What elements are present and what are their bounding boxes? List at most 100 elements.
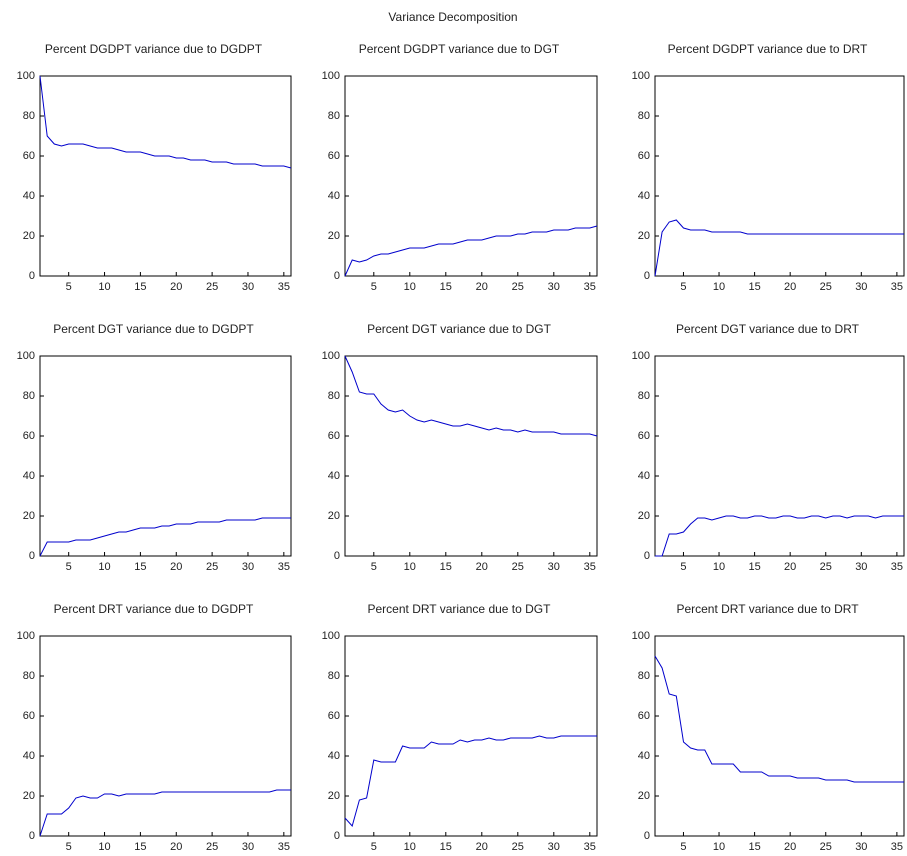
y-tick-label: 80 [23,670,35,682]
plot-frame [345,356,597,556]
figure-title: Variance Decomposition [388,10,517,24]
x-tick-label: 15 [748,561,760,573]
x-tick-label: 35 [278,561,290,573]
series-line [655,220,904,276]
y-tick-label: 0 [644,550,650,562]
x-tick-label: 10 [98,561,110,573]
x-tick-label: 10 [98,281,110,293]
x-tick-label: 10 [98,841,110,853]
x-tick-label: 25 [512,281,524,293]
x-tick-label: 30 [242,281,254,293]
x-tick-label: 35 [584,561,596,573]
y-tick-label: 0 [29,550,35,562]
y-tick-label: 100 [322,350,340,362]
y-tick-label: 60 [638,150,650,162]
x-tick-label: 10 [713,841,725,853]
y-tick-label: 100 [17,630,35,642]
y-tick-label: 100 [632,70,650,82]
x-tick-label: 30 [548,841,560,853]
y-tick-label: 60 [638,430,650,442]
x-tick-label: 10 [404,841,416,853]
chart-title: Percent DRT variance due to DRT [676,602,859,616]
y-tick-label: 100 [322,630,340,642]
y-tick-label: 100 [632,350,650,362]
x-tick-label: 35 [891,841,903,853]
y-tick-label: 40 [23,190,35,202]
y-tick-label: 0 [644,270,650,282]
y-tick-label: 40 [638,190,650,202]
x-tick-label: 15 [440,561,452,573]
y-tick-label: 80 [23,390,35,402]
y-tick-label: 20 [23,790,35,802]
x-tick-label: 5 [66,561,72,573]
y-tick-label: 20 [638,790,650,802]
y-tick-label: 60 [328,150,340,162]
y-tick-label: 20 [328,790,340,802]
x-tick-label: 5 [680,561,686,573]
y-tick-label: 40 [328,750,340,762]
y-tick-label: 20 [23,510,35,522]
x-tick-label: 15 [134,561,146,573]
x-tick-label: 35 [278,841,290,853]
x-tick-label: 5 [371,281,377,293]
x-tick-label: 5 [371,841,377,853]
plot-frame [345,76,597,276]
x-tick-label: 35 [584,841,596,853]
page: Variance Decomposition Percent DGDPT var… [0,0,907,856]
x-tick-label: 25 [206,841,218,853]
chart-grid: Variance Decomposition Percent DGDPT var… [0,0,907,856]
y-tick-label: 60 [23,710,35,722]
y-tick-label: 80 [23,110,35,122]
y-tick-label: 20 [328,510,340,522]
y-tick-label: 80 [638,110,650,122]
y-tick-label: 40 [328,470,340,482]
y-tick-label: 20 [638,510,650,522]
series-line [345,226,597,276]
x-tick-label: 25 [820,841,832,853]
x-tick-label: 25 [206,561,218,573]
x-tick-label: 10 [713,281,725,293]
x-tick-label: 5 [371,561,377,573]
y-tick-label: 60 [23,430,35,442]
chart-title: Percent DRT variance due to DGT [368,602,552,616]
y-tick-label: 40 [638,470,650,482]
x-tick-label: 25 [820,281,832,293]
y-tick-label: 60 [328,710,340,722]
x-tick-label: 15 [748,281,760,293]
y-tick-label: 0 [29,270,35,282]
series-line [40,518,291,556]
y-tick-label: 60 [328,430,340,442]
y-tick-label: 0 [29,830,35,842]
x-tick-label: 35 [584,281,596,293]
x-tick-label: 10 [404,281,416,293]
x-tick-label: 5 [66,281,72,293]
x-tick-label: 30 [548,561,560,573]
x-tick-label: 5 [680,281,686,293]
x-tick-label: 20 [170,281,182,293]
x-tick-label: 20 [784,281,796,293]
x-tick-label: 20 [476,281,488,293]
y-tick-label: 20 [638,230,650,242]
x-tick-label: 30 [242,841,254,853]
chart-title: Percent DGT variance due to DRT [676,322,860,336]
x-tick-label: 25 [206,281,218,293]
y-tick-label: 0 [334,270,340,282]
y-tick-label: 40 [23,470,35,482]
chart-title: Percent DGT variance due to DGDPT [53,322,254,336]
x-tick-label: 30 [855,281,867,293]
y-tick-label: 60 [23,150,35,162]
x-tick-label: 20 [784,561,796,573]
x-tick-label: 15 [440,281,452,293]
series-line [655,656,904,782]
x-tick-label: 30 [548,281,560,293]
x-tick-label: 25 [820,561,832,573]
series-line [345,736,597,826]
y-tick-label: 100 [17,350,35,362]
x-tick-label: 15 [748,841,760,853]
y-tick-label: 40 [638,750,650,762]
x-tick-label: 30 [855,841,867,853]
x-tick-label: 25 [512,561,524,573]
x-tick-label: 35 [278,281,290,293]
x-tick-label: 20 [170,561,182,573]
y-tick-label: 100 [17,70,35,82]
